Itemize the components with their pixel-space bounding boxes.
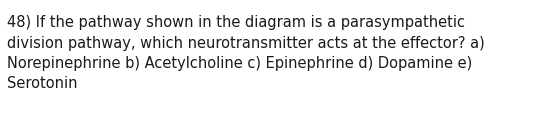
Text: 48) If the pathway shown in the diagram is a parasympathetic
division pathway, w: 48) If the pathway shown in the diagram … [7,15,484,91]
